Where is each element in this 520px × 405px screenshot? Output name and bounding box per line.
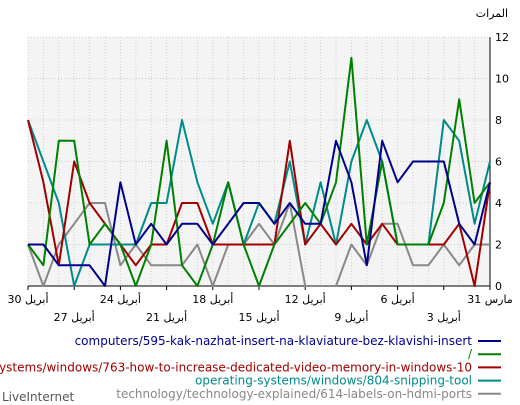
legend: computers/595-kak-nazhat-insert-na-klavi… — [0, 334, 501, 401]
x-tick-label: 3 أبريل — [427, 310, 461, 324]
y-axis-title: المرات — [476, 7, 508, 20]
y-tick-label: 12 — [495, 31, 509, 44]
y-axis-ticks: 0 2 4 6 8 10 12 — [495, 31, 509, 293]
legend-label: / — [468, 347, 473, 361]
x-tick-label: 9 أبريل — [334, 310, 368, 324]
x-tick-label: 24 أبريل — [100, 292, 141, 306]
y-tick-label: 10 — [495, 73, 509, 86]
y-tick-label: 0 — [495, 280, 502, 293]
x-tick-label: 30 أبريل — [7, 292, 48, 306]
y-tick-label: 4 — [495, 197, 502, 210]
legend-label: -systems/windows/763-how-to-increase-ded… — [0, 360, 472, 374]
series-line — [27, 56, 491, 287]
brand-label: LiveInternet — [2, 390, 74, 404]
series-lines — [27, 56, 491, 287]
legend-label: computers/595-kak-nazhat-insert-na-klavi… — [75, 334, 473, 348]
series-line — [28, 139, 491, 287]
x-tick-label: 21 أبريل — [146, 310, 187, 324]
y-tick-label: 6 — [495, 156, 502, 169]
y-tick-label: 8 — [495, 114, 502, 127]
legend-label: technology/technology-explained/614-labe… — [116, 387, 472, 401]
x-tick-label: 27 أبريل — [54, 310, 95, 324]
y-tick-label: 2 — [495, 239, 502, 252]
x-tick-label: 15 أبريل — [238, 310, 279, 324]
x-axis-ticks: 31 مارس 6 أبريل 12 أبريل 18 أبريل 24 أبريل 30… — [7, 286, 513, 324]
series-line — [27, 202, 490, 287]
x-tick-label: 31 مارس — [467, 293, 513, 306]
x-tick-label: 6 أبريل — [381, 292, 415, 306]
x-tick-label: 12 أبريل — [285, 292, 326, 306]
legend-label: operating-systems/windows/804-snipping-t… — [195, 374, 472, 388]
x-tick-label: 18 أبريل — [192, 292, 233, 306]
